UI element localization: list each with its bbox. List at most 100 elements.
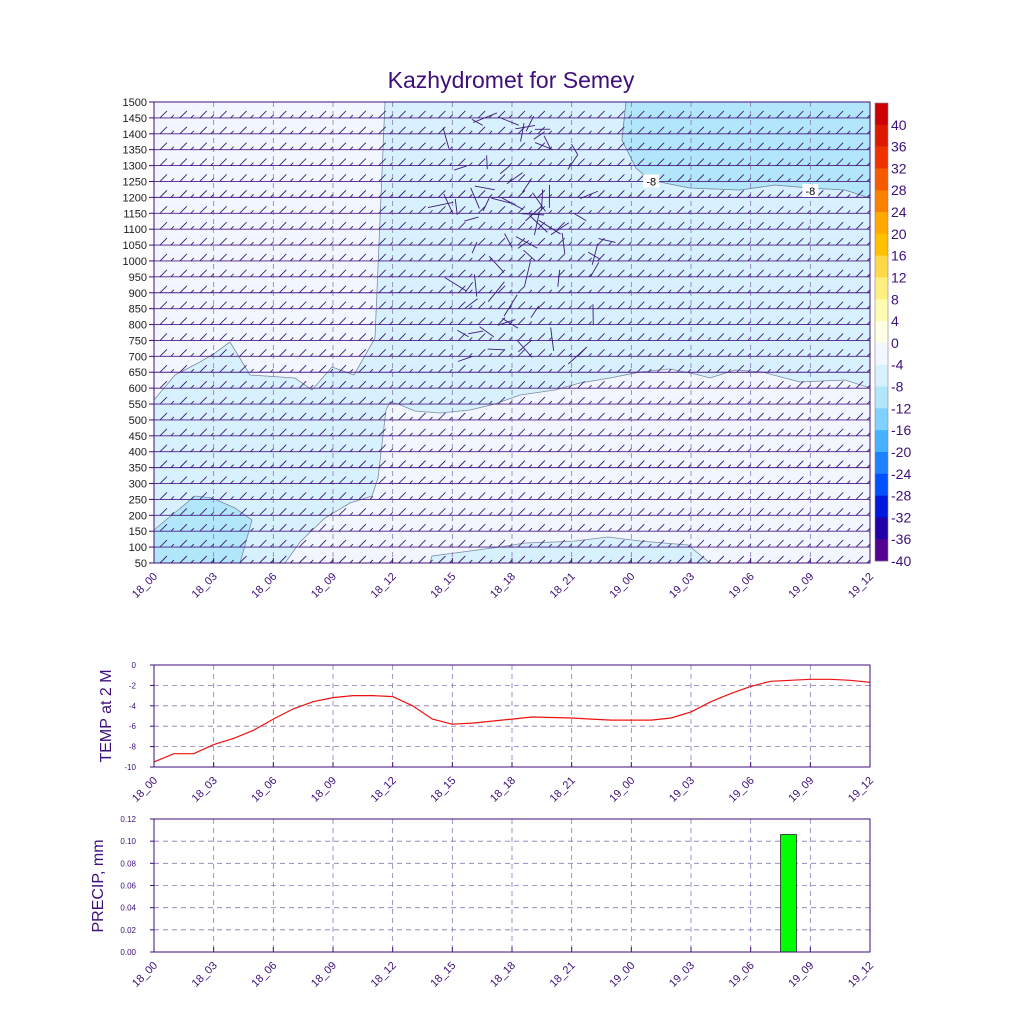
wind-barb	[389, 448, 394, 453]
wind-barb	[636, 539, 645, 548]
wind-barb	[727, 257, 732, 262]
wind-barb	[444, 277, 467, 292]
wind-barb	[190, 241, 195, 246]
wind-barb	[636, 412, 645, 421]
wind-barb	[477, 317, 486, 325]
wind-barb	[298, 539, 307, 548]
wind-barb	[429, 305, 433, 309]
wind-barb	[597, 523, 605, 532]
wind-barb	[270, 368, 274, 373]
wind-barb	[528, 464, 533, 468]
wind-barb	[199, 174, 208, 182]
wind-barb	[557, 158, 566, 166]
wind-barb	[230, 480, 234, 484]
wind-barb	[696, 444, 705, 453]
wind-barb	[636, 428, 645, 437]
wind-barb	[807, 432, 811, 437]
y-tick-label: -6	[129, 722, 137, 731]
wind-barb	[637, 102, 638, 103]
colorbar-swatch	[875, 517, 888, 540]
wind-barb	[608, 321, 612, 325]
x-tick-label: 19_06	[727, 571, 757, 601]
wind-barb	[776, 412, 784, 421]
wind-barb	[776, 555, 784, 563]
wind-barb	[429, 400, 433, 405]
wind-barb	[278, 460, 287, 468]
wind-barb	[687, 146, 692, 151]
wind-barb	[656, 333, 665, 341]
wind-barb	[776, 102, 778, 103]
wind-barb	[656, 126, 665, 135]
wind-barb	[199, 221, 208, 230]
wind-barb	[787, 146, 791, 151]
wind-barb	[656, 221, 665, 230]
wind-barb	[716, 555, 725, 563]
wind-barb	[807, 146, 811, 151]
wind-barb	[349, 432, 354, 437]
wind-barb	[776, 253, 784, 262]
wind-barb	[418, 523, 426, 532]
wind-barb	[636, 523, 645, 532]
wind-barb	[533, 131, 546, 140]
wind-barb	[608, 353, 612, 357]
wind-barb	[210, 257, 215, 262]
wind-barb	[418, 237, 426, 246]
wind-barb	[667, 257, 672, 262]
wind-barb	[597, 142, 605, 151]
wind-barb	[517, 364, 526, 373]
wind-barb	[457, 349, 466, 357]
wind-barb	[159, 285, 168, 294]
wind-barb	[855, 428, 864, 437]
wind-barb	[826, 146, 831, 151]
wind-barb	[557, 205, 566, 214]
wind-barb	[548, 162, 553, 166]
wind-barb	[438, 158, 446, 166]
wind-barb	[676, 523, 685, 532]
wind-barb	[807, 225, 811, 230]
wind-barb	[787, 241, 791, 246]
wind-barb	[636, 396, 645, 405]
wind-barb	[250, 194, 254, 198]
wind-barb	[787, 496, 791, 500]
wind-barb	[389, 464, 394, 468]
wind-barb	[464, 281, 474, 293]
wind-barb	[338, 301, 347, 309]
wind-barb	[468, 511, 473, 516]
wind-barb	[329, 114, 334, 119]
wind-barb	[429, 289, 433, 294]
wind-barb	[259, 110, 267, 119]
y-tick-label: 550	[129, 399, 147, 411]
wind-barb	[230, 178, 234, 182]
wind-barb	[517, 444, 526, 453]
wind-barb	[577, 253, 585, 262]
wind-barb	[477, 476, 486, 484]
wind-barb	[756, 428, 764, 437]
wind-barb	[289, 384, 294, 389]
wind-barb	[776, 444, 784, 453]
wind-barb	[537, 507, 546, 516]
x-tick-label: 18_06	[249, 571, 279, 601]
wind-barb	[318, 444, 327, 453]
wind-barb	[815, 380, 824, 389]
wind-barb	[727, 432, 732, 437]
colorbar-swatch	[875, 473, 888, 496]
wind-barb	[409, 432, 413, 437]
wind-barb	[617, 476, 625, 484]
wind-barb	[398, 269, 406, 278]
wind-barb	[736, 396, 745, 405]
wind-barb	[449, 321, 453, 325]
wind-barb	[796, 102, 798, 103]
wind-barb	[504, 233, 513, 248]
wind-barb	[656, 555, 665, 563]
wind-barb	[707, 146, 712, 151]
wind-barb	[517, 158, 526, 166]
y-tick-label: 850	[129, 304, 147, 316]
x-tick-label: 18_06	[249, 960, 279, 990]
wind-barb	[210, 368, 215, 373]
wind-barb	[190, 353, 195, 357]
wind-barb	[179, 492, 188, 500]
wind-barb	[259, 428, 267, 437]
colorbar-swatch	[875, 233, 888, 256]
wind-barb	[338, 253, 347, 262]
wind-barb	[597, 269, 605, 278]
